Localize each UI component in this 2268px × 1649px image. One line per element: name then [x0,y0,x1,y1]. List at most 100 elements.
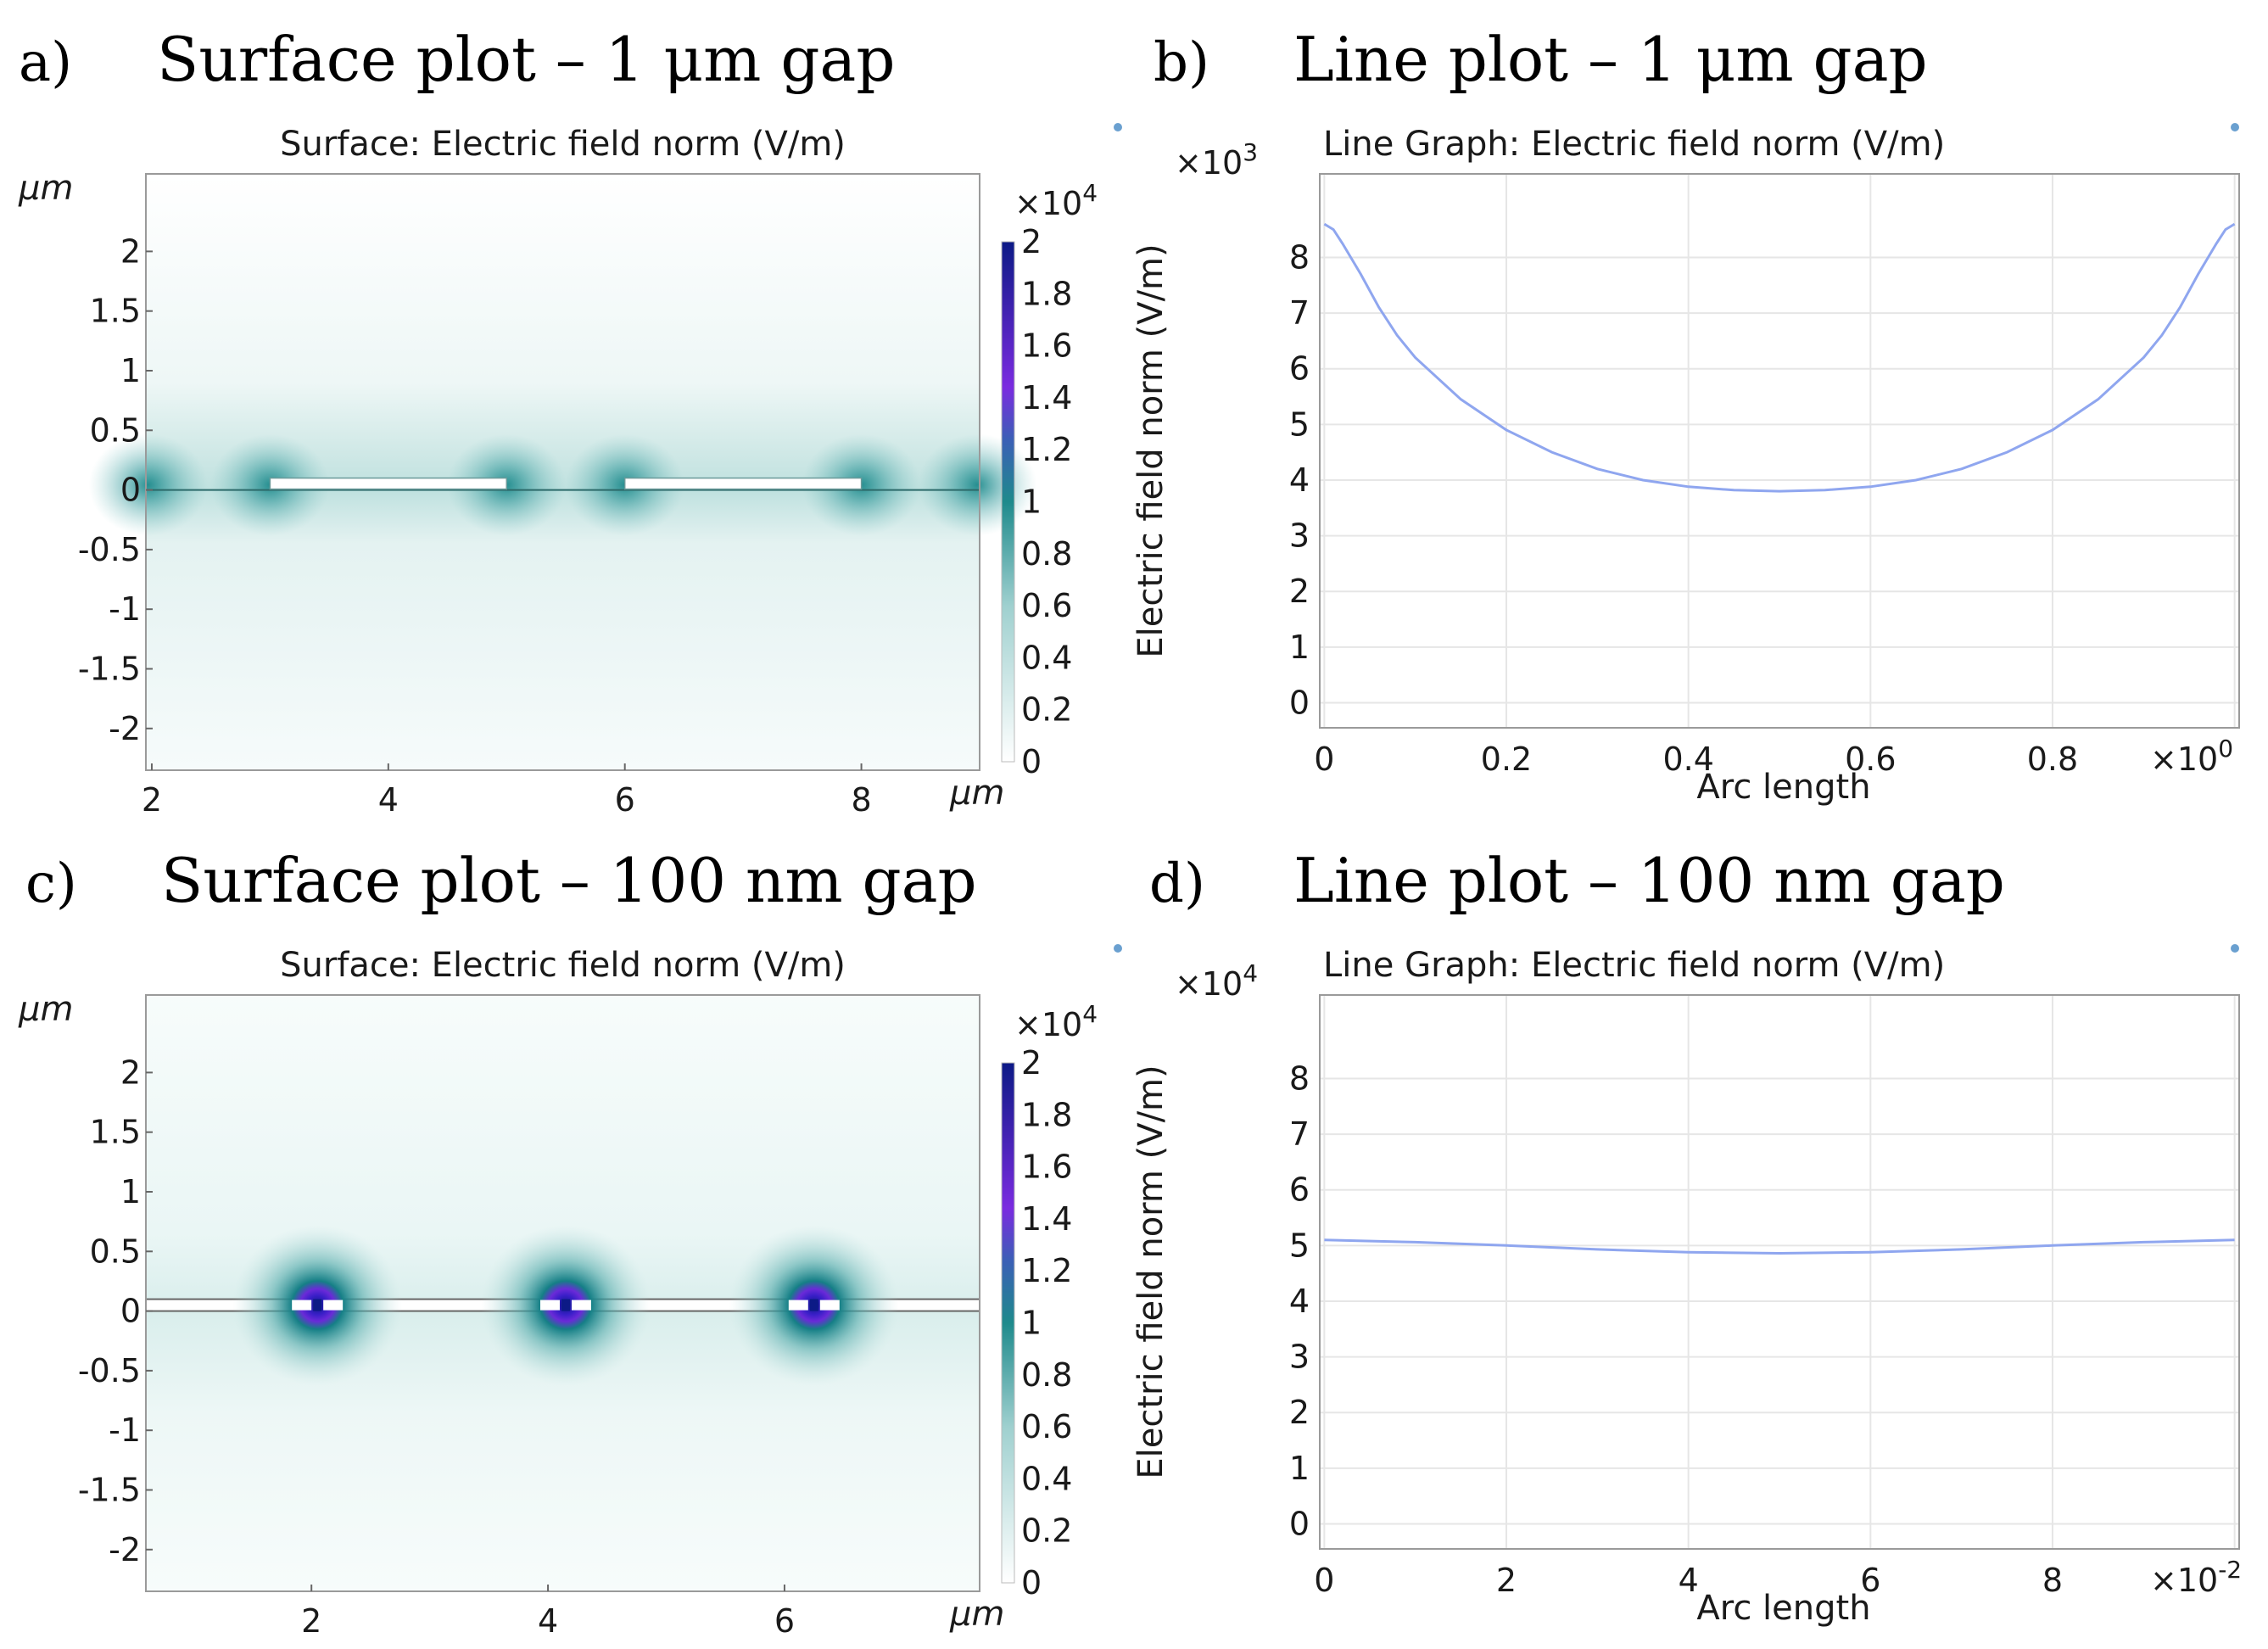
y-tick-label: -1.5 [78,650,141,687]
x-tick-label: 4 [1679,1562,1699,1599]
colorbar-tick-label: 0.4 [1021,639,1072,676]
y-axis-label: Electric field norm (V/m) [1131,243,1170,657]
y-tick-label: 2 [1289,1394,1310,1431]
y-tick-label: 1.5 [90,293,141,330]
x-tick-label: 2 [142,781,162,819]
colorbar-tick-label: 0.8 [1021,1356,1072,1394]
x-tick-label: 2 [1496,1562,1517,1599]
x-unit-label: μm [949,774,1004,813]
panel-letter: d) [1149,852,1205,915]
y-multiplier: ×103 [1175,138,1258,182]
y-tick-label: 7 [1289,294,1310,332]
x-tick-label: 0.2 [1481,741,1532,778]
panel-heading: Surface plot – 1 μm gap [157,24,895,95]
plot-title: Line Graph: Electric field norm (V/m) [1323,946,1945,985]
colorbar [1001,241,1015,763]
y-tick-label: 8 [1289,1059,1310,1097]
plot-title: Surface: Electric field norm (V/m) [280,946,846,985]
panel-letter: c) [25,852,77,915]
y-tick-label: 0 [1289,684,1310,721]
electrode-segment [571,1300,591,1311]
corner-marker [2231,123,2239,131]
x-multiplier: ×10-2 [2150,1556,2242,1599]
colorbar-tick-label: 2 [1021,223,1042,260]
electrode-segment [539,1300,560,1311]
corner-marker [2231,944,2239,953]
y-tick-label: -2 [109,710,141,747]
surface-panel-c: c) Surface plot – 100 nm gap Surface: Elec… [18,845,1098,1640]
x-tick-label: 0.8 [2027,741,2078,778]
colorbar-tick-label: 1.8 [1021,275,1072,312]
line-panel-d: d) Line plot – 100 nm gap Line Graph: Elec… [1131,845,2242,1628]
x-unit-label: μm [949,1595,1004,1634]
x-tick-label: 2 [301,1602,321,1640]
plot-frame [145,173,980,771]
field-hotspot [918,433,1037,536]
plot-title: Surface: Electric field norm (V/m) [280,125,846,164]
x-tick-label: 6 [615,781,635,819]
colorbar-tick-label: 1.6 [1021,1149,1072,1186]
colorbar-tick-label: 0.4 [1021,1460,1072,1497]
plot-frame [1319,173,2240,729]
colorbar-tick-label: 0 [1021,743,1042,780]
y-tick-label: 0.5 [90,1233,141,1270]
data-curve [1324,1238,2235,1255]
colorbar-tick-label: 1 [1021,484,1042,521]
y-tick-label: 4 [1289,1283,1310,1320]
panel-heading: Line plot – 1 μm gap [1293,24,1928,95]
y-tick-label: -2 [109,1531,141,1568]
y-tick-label: 1 [120,352,141,389]
y-tick-label: 1 [1289,629,1310,666]
colorbar-tick-label: 1.2 [1021,431,1072,468]
y-tick-label: 1 [120,1173,141,1210]
y-tick-label: -0.5 [78,1352,141,1389]
colorbar-tick-label: 0.2 [1021,1512,1072,1550]
x-axis-label: Arc length [1696,1589,1870,1628]
colorbar-tick-label: 1.2 [1021,1252,1072,1289]
electrode-segment [788,1300,808,1311]
surface-panel-a: a) Surface plot – 1 μm gap Surface: Electr… [18,24,1098,819]
y-tick-label: 0 [120,1293,141,1330]
colorbar-tick-label: 1 [1021,1305,1042,1342]
y-tick-label: 0 [120,472,141,509]
colorbar-tick-label: 0.2 [1021,691,1072,729]
y-tick-label: 0.5 [90,411,141,449]
line-panel-b: b) Line plot – 1 μm gap Line Graph: Electr… [1131,24,2240,807]
y-multiplier: ×104 [1175,959,1258,1003]
x-tick-label: 4 [538,1602,558,1640]
colorbar-multiplier: ×104 [1014,1000,1098,1043]
colorbar-tick-label: 2 [1021,1044,1042,1082]
y-tick-label: -0.5 [78,531,141,568]
y-tick-label: 1 [1289,1450,1310,1487]
colorbar-tick-label: 0 [1021,1564,1042,1601]
y-tick-label: 1.5 [90,1114,141,1151]
y-unit-label: μm [18,169,73,208]
y-tick-label: 4 [1289,461,1310,499]
colorbar-tick-label: 1.6 [1021,327,1072,365]
electrode-segment [292,1300,312,1311]
y-tick-label: 5 [1289,405,1310,443]
colorbar [1001,1062,1015,1584]
plot-frame [1319,994,2240,1550]
x-tick-label: 0.4 [1662,741,1713,778]
y-tick-label: -1.5 [78,1471,141,1508]
electrode [269,477,508,490]
colorbar-tick-label: 0.6 [1021,587,1072,624]
gap-marker [313,1299,322,1311]
y-unit-label: μm [18,990,73,1029]
corner-marker [1114,944,1122,953]
y-tick-label: 3 [1289,517,1310,555]
y-tick-label: 8 [1289,238,1310,276]
field-hotspot [88,433,208,536]
panel-letter: a) [19,31,72,94]
plot-title: Line Graph: Electric field norm (V/m) [1323,125,1945,164]
y-tick-label: 6 [1289,350,1310,388]
x-tick-label: 0 [1314,741,1334,778]
x-tick-label: 0.6 [1845,741,1896,778]
gap-marker [561,1299,570,1311]
x-tick-label: 8 [2042,1562,2063,1599]
y-tick-label: 2 [120,232,141,270]
y-tick-label: 3 [1289,1339,1310,1376]
y-tick-label: 0 [1289,1505,1310,1542]
